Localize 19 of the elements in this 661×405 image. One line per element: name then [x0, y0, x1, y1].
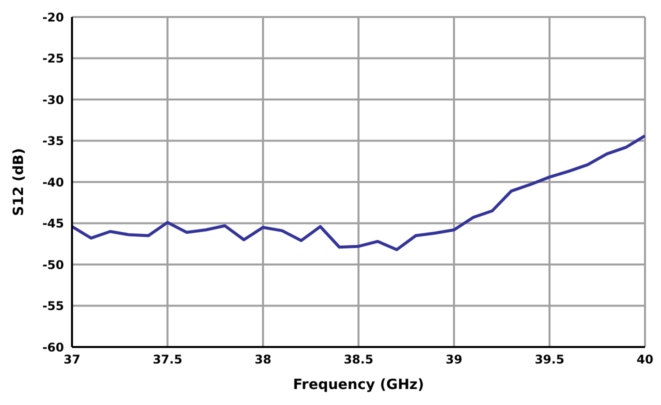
x-tick-label: 37 — [64, 352, 80, 367]
y-tick-label: -35 — [42, 134, 64, 148]
x-tick-label: 39.5 — [534, 352, 564, 367]
y-tick-label: -55 — [42, 299, 64, 314]
x-tick-label: 39 — [446, 352, 462, 367]
x-tick-label: 38.5 — [344, 352, 374, 367]
x-tick-label: 37.5 — [152, 352, 182, 367]
y-tick-label: -20 — [42, 10, 64, 24]
x-tick-label: 38 — [254, 352, 272, 367]
y-tick-label: -30 — [42, 92, 64, 107]
line-series — [72, 134, 645, 252]
y-axis-title: S12 (dB) — [10, 148, 27, 216]
y-tick-label: -45 — [42, 216, 64, 231]
y-tick-label: -40 — [42, 175, 64, 190]
y-tick-label: -25 — [42, 52, 64, 66]
y-tick-label: -60 — [42, 340, 64, 354]
x-tick-label: 40 — [636, 352, 654, 367]
y-tick-label: -50 — [42, 258, 64, 272]
x-axis-title: Frequency (GHz) — [293, 377, 424, 393]
